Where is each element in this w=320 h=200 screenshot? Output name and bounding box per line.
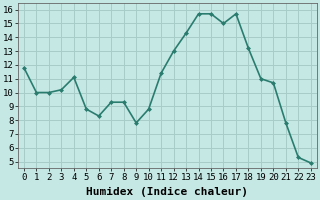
X-axis label: Humidex (Indice chaleur): Humidex (Indice chaleur) — [86, 187, 248, 197]
